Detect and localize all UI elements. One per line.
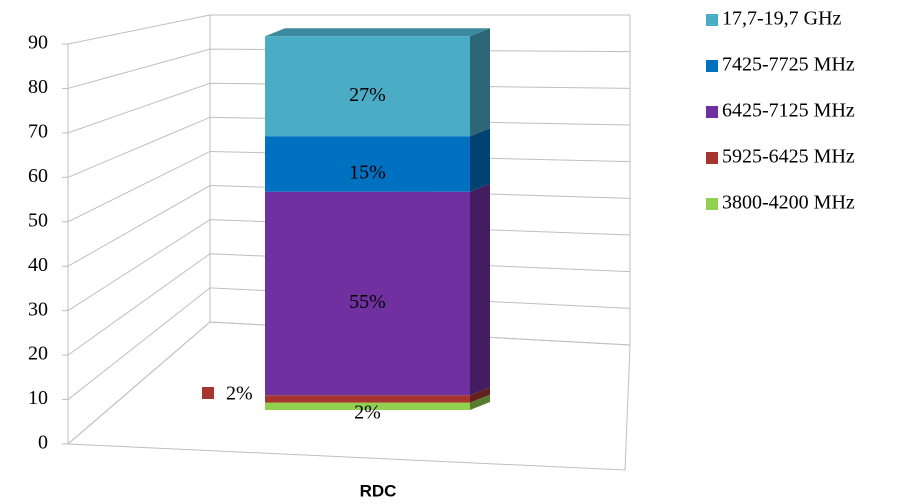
bar-side	[470, 28, 490, 137]
y-tick-label: 10	[28, 387, 48, 409]
bar-segment	[265, 402, 470, 410]
legend-label: 17,7-19,7 GHz	[722, 8, 842, 30]
y-tick-label: 60	[28, 165, 48, 187]
data-label: 27%	[349, 84, 386, 106]
label-key	[202, 387, 214, 399]
legend-key	[706, 198, 718, 210]
y-tick-label: 80	[28, 76, 48, 98]
legend-key	[706, 152, 718, 164]
legend-key	[706, 106, 718, 118]
legend-key	[706, 14, 718, 26]
legend-key	[706, 60, 718, 72]
data-label: 2%	[226, 383, 253, 405]
y-tick-label: 0	[38, 432, 48, 454]
legend-label: 5925-6425 MHz	[722, 146, 855, 168]
bar-segment	[265, 36, 470, 137]
bar-segment	[265, 136, 470, 192]
data-label: 15%	[349, 162, 386, 184]
y-tick-label: 70	[28, 120, 48, 142]
x-tick-label: RDC	[360, 481, 397, 500]
bar-side	[470, 183, 490, 396]
y-tick-label: 40	[28, 254, 48, 276]
bar-top	[265, 28, 490, 37]
data-label: 55%	[349, 291, 386, 313]
legend-label: 7425-7725 MHz	[722, 54, 855, 76]
y-tick-label: 50	[28, 209, 48, 231]
bar-side	[470, 387, 490, 403]
bar-segment	[265, 395, 470, 403]
bar-side	[470, 394, 490, 410]
legend-label: 6425-7125 MHz	[722, 100, 855, 122]
bar-side	[470, 128, 490, 192]
y-tick-label: 90	[28, 32, 48, 54]
legend-label: 3800-4200 MHz	[722, 192, 855, 214]
bar-segment	[265, 191, 470, 396]
y-tick-label: 30	[28, 298, 48, 320]
data-label: 2%	[354, 402, 381, 424]
y-tick-label: 20	[28, 343, 48, 365]
grid-line	[67, 14, 630, 45]
